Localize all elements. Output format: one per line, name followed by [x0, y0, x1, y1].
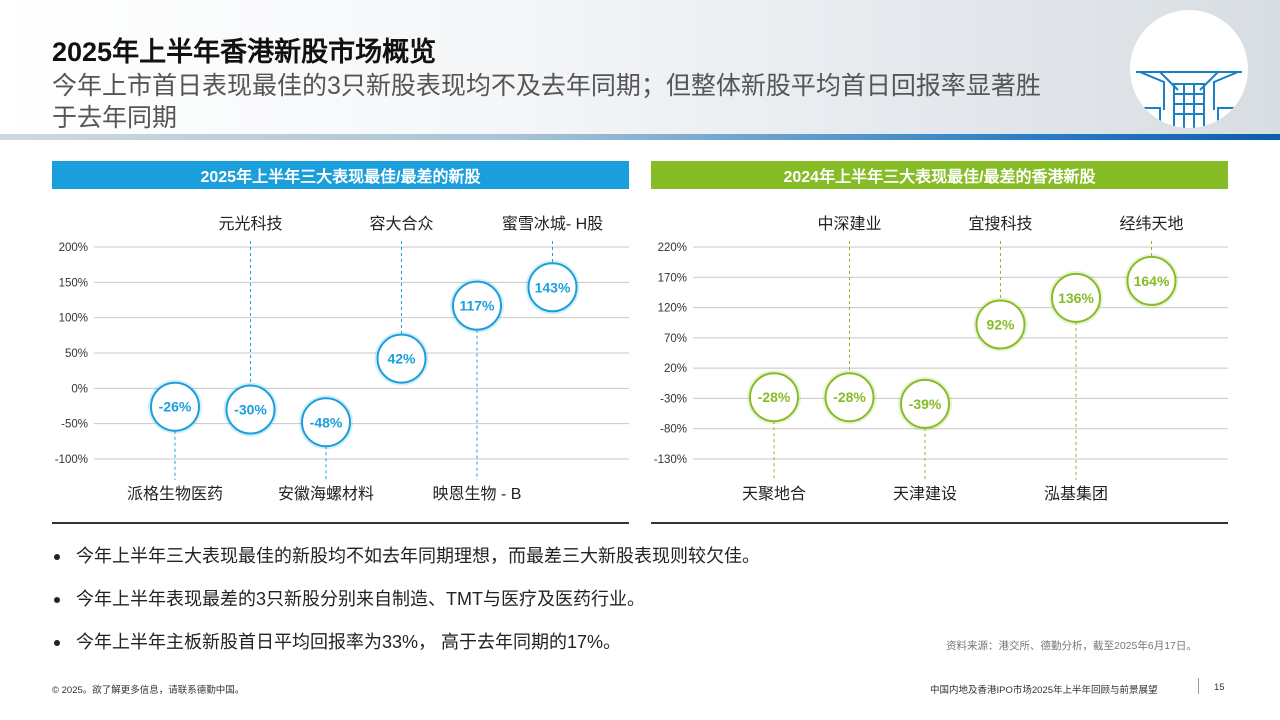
y-tick-label: -130% [654, 454, 687, 466]
data-point [301, 397, 351, 448]
building-icon [1136, 71, 1242, 128]
data-label: 42% [387, 351, 416, 367]
data-point [527, 262, 578, 313]
data-label: -30% [234, 402, 267, 418]
y-tick-label: 150% [59, 277, 88, 289]
stock-name-label: 泓基集团 [1044, 485, 1108, 503]
chart-2024: 220% 170% 120% 70% 20% -30% -80% -130% -28% 天聚地合 -… [654, 215, 1228, 503]
data-point [900, 378, 950, 429]
stock-name-label: 天津建设 [893, 485, 957, 503]
stock-name-label: 蜜雪冰城- H股 [502, 214, 603, 233]
data-label: -26% [159, 399, 192, 415]
y-tick-label: 120% [658, 303, 687, 315]
data-point [824, 372, 875, 423]
y-tick-label: 70% [664, 333, 687, 345]
y-tick-label: 220% [658, 242, 687, 254]
data-point [225, 384, 276, 435]
right-panel-header: 2024年上半年三大表现最佳/最差的香港新股 [651, 161, 1228, 189]
data-label: 164% [1134, 273, 1170, 289]
data-point [1051, 272, 1101, 323]
bullet-item: 今年上半年三大表现最佳的新股均不如去年同期理想，而最差三大新股表现则较欠佳。 [52, 545, 912, 567]
y-tick-label: 0% [71, 383, 88, 395]
page-number: 15 [1214, 682, 1225, 693]
data-label: 92% [986, 317, 1015, 333]
data-point [376, 333, 427, 384]
y-tick-label: -80% [660, 424, 687, 436]
data-point [452, 280, 502, 331]
y-tick-label: 170% [658, 272, 687, 284]
chart-2025: 200% 150% 100% 50% 0% -50% -100% -26% 派格生物医药 -30%… [55, 214, 629, 503]
stock-name-label: 天聚地合 [742, 485, 806, 503]
stock-name-label: 经纬天地 [1119, 215, 1183, 233]
data-point [1126, 255, 1177, 306]
stock-name-label: 宜搜科技 [968, 215, 1032, 233]
footer-copyright: © 2025。欲了解更多信息，请联系德勤中国。 [52, 685, 245, 696]
stock-name-label: 中深建业 [817, 215, 881, 233]
y-tick-label: 200% [59, 242, 88, 254]
left-panel-baseline [52, 522, 629, 524]
data-point [150, 381, 200, 432]
y-tick-label: 50% [65, 348, 88, 360]
right-panel-baseline [651, 522, 1228, 524]
y-tick-label: -50% [61, 419, 88, 431]
source-note: 资料来源：港交所、德勤分析，截至2025年6月17日。 [946, 640, 1197, 652]
y-tick-label: 20% [664, 363, 687, 375]
page-subtitle: 今年上市首日表现最佳的3只新股表现均不及去年同期；但整体新股平均首日回报率显著胜… [52, 72, 1041, 132]
data-label: 136% [1058, 290, 1094, 306]
data-point [749, 372, 799, 423]
stock-name-label: 容大合众 [369, 215, 433, 233]
data-label: 117% [459, 298, 495, 314]
data-label: -28% [758, 389, 791, 405]
stock-name-label: 映恩生物 - B [433, 485, 522, 503]
stock-name-label: 安徽海螺材料 [278, 485, 374, 503]
data-label: 143% [535, 279, 571, 295]
bullet-item: 今年上半年表现最差的3只新股分别来自制造、TMT与医疗及医药行业。 [52, 588, 912, 610]
data-label: -28% [833, 389, 866, 405]
bullet-item: 今年上半年主板新股首日平均回报率为33%， 高于去年同期的17%。 [52, 631, 912, 653]
hkex-building-logo [1130, 10, 1248, 128]
data-label: -39% [909, 396, 942, 412]
data-point [975, 299, 1026, 350]
left-panel-header: 2025年上半年三大表现最佳/最差的新股 [52, 161, 629, 189]
bullet-list: 今年上半年三大表现最佳的新股均不如去年同期理想，而最差三大新股表现则较欠佳。 今… [52, 545, 912, 674]
y-tick-label: -30% [660, 393, 687, 405]
y-tick-label: -100% [55, 454, 88, 466]
stock-name-label: 派格生物医药 [127, 485, 223, 503]
stock-name-label: 元光科技 [218, 215, 282, 233]
footer-report-title: 中国内地及香港IPO市场2025年上半年回顾与前景展望 [930, 685, 1158, 696]
y-tick-label: 100% [59, 313, 88, 325]
data-label: -48% [310, 414, 343, 430]
header-band [0, 0, 1280, 140]
page-title: 2025年上半年香港新股市场概览 [52, 37, 437, 67]
footer-divider [1198, 678, 1199, 694]
header-accent-line [0, 134, 1280, 140]
